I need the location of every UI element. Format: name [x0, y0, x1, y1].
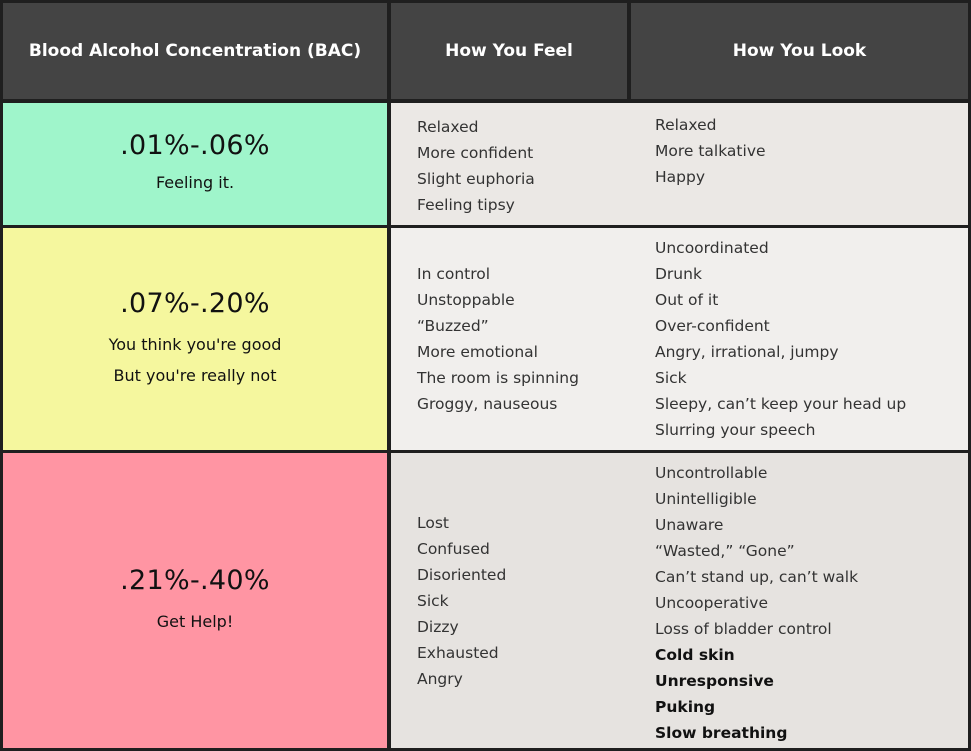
list-item: Slurring your speech [655, 421, 816, 439]
bac-tagline: You think you're good [108, 334, 282, 354]
look-list: Uncoordinated Drunk Out of it Over-confiden… [655, 228, 965, 450]
list-item: Groggy, nauseous [417, 395, 558, 413]
bac-tagline-2: But you're really not [113, 365, 277, 385]
desc-cell-row1: Relaxed More confident Slight euphoria Feel… [391, 103, 968, 225]
list-item: Disoriented [417, 565, 507, 584]
bac-cell-row2: .07%-.20% You think you're good But you'… [3, 228, 387, 450]
header-bac-label: Blood Alcohol Concentration (BAC) [28, 41, 362, 61]
list-item: Dizzy [417, 617, 459, 636]
feel-list: In control Unstoppable “Buzzed” More emotio… [417, 228, 647, 450]
header-feel-label: How You Feel [445, 41, 573, 61]
list-item: Unaware [655, 515, 724, 534]
bac-cell-row3: .21%-.40% Get Help! [3, 453, 387, 748]
feel-list: Lost Confused Disoriented Sick Dizzy Exhauste… [417, 453, 647, 748]
list-item: Lost [417, 513, 449, 532]
list-item: Unintelligible [655, 489, 757, 508]
list-item: Out of it [655, 291, 719, 309]
list-item: Drunk [655, 265, 702, 283]
list-item: Loss of bladder control [655, 619, 832, 638]
look-list: Uncontrollable Unintelligible Unaware “Wast… [655, 453, 965, 748]
header-look-label: How You Look [732, 41, 867, 61]
list-item: Sick [655, 369, 687, 387]
bac-cell-row1: .01%-.06% Feeling it. [3, 103, 387, 225]
list-item: Sick [417, 591, 449, 610]
list-item: “Wasted,” “Gone” [655, 541, 795, 560]
list-item: Unstoppable [417, 291, 515, 309]
list-item: “Buzzed” [417, 317, 489, 335]
list-item: Exhausted [417, 643, 499, 662]
list-item-emphasis: Unresponsive [655, 671, 774, 690]
list-item: Sleepy, can’t keep your head up [655, 395, 907, 413]
list-item: The room is spinning [417, 369, 579, 387]
feel-list: Relaxed More confident Slight euphoria Feel… [417, 103, 647, 225]
list-item: Angry, irrational, jumpy [655, 343, 839, 361]
bac-tagline: Get Help! [156, 611, 234, 631]
list-item-emphasis: Puking [655, 697, 716, 716]
header-look: How You Look [631, 3, 968, 99]
list-item: Uncooperative [655, 593, 768, 612]
list-item: Slight euphoria [417, 170, 535, 188]
list-item: Relaxed [655, 116, 717, 134]
bac-range: .21%-.40% [120, 564, 270, 596]
list-item: In control [417, 265, 491, 283]
look-list: Relaxed More talkative Happy [655, 103, 965, 225]
header-feel: How You Feel [391, 3, 627, 99]
bac-range: .01%-.06% [120, 130, 270, 161]
desc-cell-row3: Lost Confused Disoriented Sick Dizzy Exhauste… [391, 453, 968, 748]
list-item: More talkative [655, 142, 766, 160]
bac-tagline: Feeling it. [155, 173, 235, 192]
list-item: Uncoordinated [655, 239, 769, 257]
desc-cell-row2: In control Unstoppable “Buzzed” More emotio… [391, 228, 968, 450]
list-item: Feeling tipsy [417, 196, 515, 214]
list-item: Happy [655, 168, 706, 186]
list-item: Can’t stand up, can’t walk [655, 567, 859, 586]
bac-range: .07%-.20% [120, 287, 270, 319]
list-item: Over-confident [655, 317, 770, 335]
list-item: Confused [417, 539, 490, 558]
list-item: Uncontrollable [655, 463, 768, 482]
list-item: Relaxed [417, 118, 479, 136]
list-item-emphasis: Cold skin [655, 645, 735, 664]
header-bac: Blood Alcohol Concentration (BAC) [3, 3, 387, 99]
list-item: More emotional [417, 343, 538, 361]
list-item-emphasis: Slow breathing [655, 723, 788, 742]
list-item: Angry [417, 669, 463, 688]
list-item: More confident [417, 144, 534, 162]
